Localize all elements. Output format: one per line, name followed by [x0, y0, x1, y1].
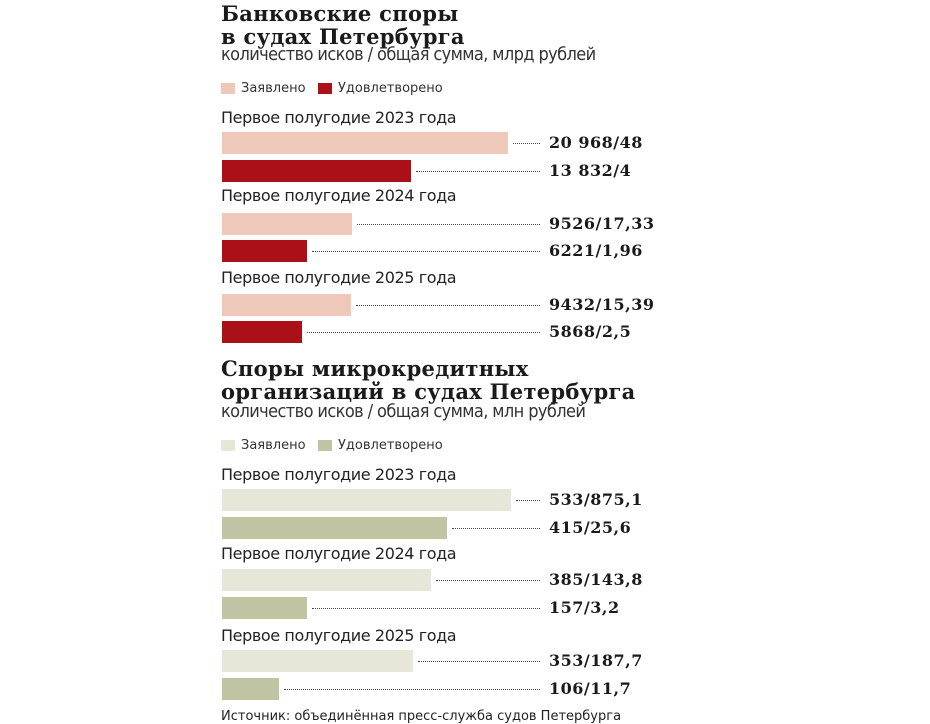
leader-line — [436, 580, 540, 581]
value-label: 385/143,8 — [549, 570, 643, 589]
bar-satisfied — [222, 321, 302, 343]
leader-line — [416, 171, 540, 172]
group-label: Первое полугодие 2023 года — [221, 108, 457, 127]
leader-line — [418, 661, 540, 662]
bar-claimed — [222, 294, 351, 316]
bar-claimed — [222, 213, 352, 235]
group-label: Первое полугодие 2024 года — [221, 186, 457, 205]
bar-claimed — [222, 489, 511, 511]
value-label: 533/875,1 — [549, 490, 643, 509]
legend-swatch — [221, 440, 235, 451]
chart-title: в судах Петербурга — [221, 24, 465, 49]
leader-line — [452, 528, 540, 529]
bar-claimed — [222, 650, 413, 672]
bar-claimed — [222, 569, 431, 591]
value-label: 9526/17,33 — [549, 214, 655, 233]
legend-label: Заявлено — [241, 81, 306, 96]
bar-satisfied — [222, 517, 447, 539]
leader-line — [307, 332, 540, 333]
value-label: 9432/15,39 — [549, 295, 655, 314]
chart-title: организаций в судах Петербурга — [221, 379, 636, 404]
legend-swatch — [318, 83, 332, 94]
value-label: 106/11,7 — [549, 679, 632, 698]
leader-line — [516, 500, 540, 501]
legend-item: Заявлено — [221, 438, 306, 453]
leader-line — [312, 608, 540, 609]
value-label: 5868/2,5 — [549, 322, 632, 341]
bar-satisfied — [222, 240, 307, 262]
chart-subtitle: количество исков / общая сумма, млрд руб… — [221, 44, 596, 65]
group-label: Первое полугодие 2025 года — [221, 268, 457, 287]
leader-line — [312, 251, 540, 252]
bar-claimed — [222, 132, 508, 154]
leader-line — [513, 143, 540, 144]
value-label: 6221/1,96 — [549, 241, 643, 260]
value-label: 415/25,6 — [549, 518, 632, 537]
chart-title: Банковские споры — [221, 1, 459, 26]
bar-satisfied — [222, 160, 411, 182]
source-note: Источник: объединённая пресс-служба судо… — [221, 709, 622, 724]
group-label: Первое полугодие 2025 года — [221, 626, 457, 645]
legend-label: Заявлено — [241, 438, 306, 453]
value-label: 13 832/4 — [549, 161, 632, 180]
legend-label: Удовлетворено — [338, 81, 443, 96]
bar-satisfied — [222, 597, 307, 619]
chart-subtitle: количество исков / общая сумма, млн рубл… — [221, 401, 586, 422]
value-label: 20 968/48 — [549, 133, 643, 152]
legend-swatch — [221, 83, 235, 94]
legend-item: Заявлено — [221, 81, 306, 96]
leader-line — [284, 689, 540, 690]
group-label: Первое полугодие 2023 года — [221, 465, 457, 484]
bar-satisfied — [222, 678, 279, 700]
value-label: 157/3,2 — [549, 598, 620, 617]
legend-swatch — [318, 440, 332, 451]
value-label: 353/187,7 — [549, 651, 643, 670]
leader-line — [356, 305, 540, 306]
legend-item: Удовлетворено — [318, 438, 443, 453]
legend-item: Удовлетворено — [318, 81, 443, 96]
chart-title: Споры микрокредитных — [221, 356, 529, 381]
leader-line — [357, 224, 540, 225]
group-label: Первое полугодие 2024 года — [221, 544, 457, 563]
legend-label: Удовлетворено — [338, 438, 443, 453]
